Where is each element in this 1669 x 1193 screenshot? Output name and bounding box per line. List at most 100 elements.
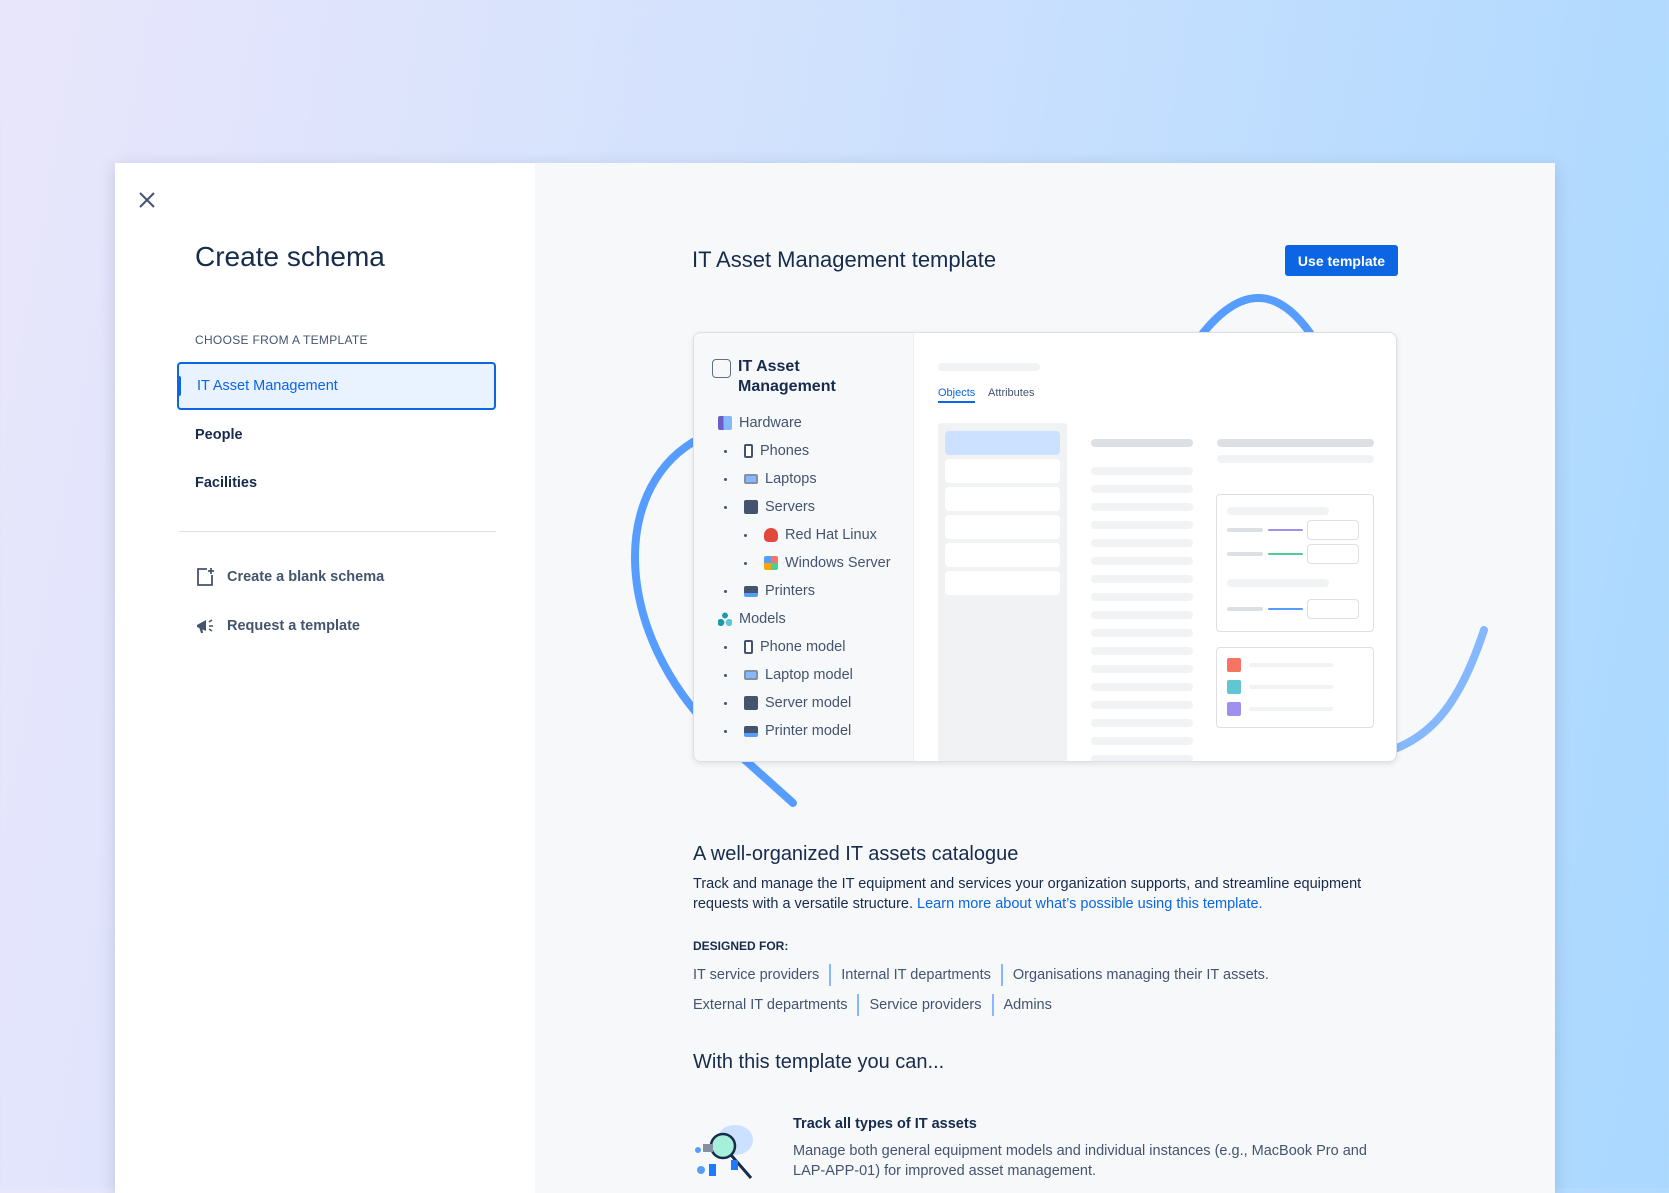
object-list-item [945, 515, 1060, 539]
tree-item-label: Servers [765, 499, 815, 515]
tree-item[interactable]: Printer model [724, 721, 851, 741]
placeholder-row [1091, 611, 1193, 619]
magnifier-assets-illustration [695, 1125, 753, 1179]
placeholder-row [1091, 575, 1193, 583]
tree-item-label: Laptop model [765, 667, 853, 683]
tree-item[interactable]: Phone model [724, 637, 845, 657]
create-blank-schema-button[interactable]: Create a blank schema [195, 567, 384, 587]
tree-item-label: Phones [760, 443, 810, 459]
bullet [724, 477, 727, 481]
create-blank-schema-label: Create a blank schema [227, 569, 385, 585]
template-facilities[interactable]: Facilities [195, 475, 258, 491]
tree-item-label: Laptops [765, 471, 817, 487]
bullet [744, 533, 747, 537]
color-swatch [1227, 702, 1241, 716]
placeholder-row [1091, 593, 1193, 601]
printer-icon [744, 725, 758, 737]
placeholder-row [1091, 719, 1193, 727]
tree-item[interactable]: Phones [724, 441, 809, 461]
color-swatch [1227, 658, 1241, 672]
tree-item[interactable]: Red Hat Linux [744, 525, 877, 545]
audience-tag: Internal IT departments [829, 964, 1001, 986]
description-text: Track and manage the IT equipment and se… [693, 876, 1362, 912]
template-sidebar: Create schema CHOOSE FROM A TEMPLATE IT … [115, 163, 535, 1193]
schema-icon [712, 359, 731, 378]
request-template-label: Request a template [227, 618, 360, 634]
features-heading: With this template you can... [693, 1051, 945, 1073]
tree-item[interactable]: Laptops [724, 469, 817, 489]
object-list-item [945, 431, 1060, 455]
audience-tag: IT service providers [693, 967, 820, 983]
bullet [724, 505, 727, 509]
windows-icon [764, 556, 778, 570]
bullet [724, 589, 727, 593]
placeholder-row [1091, 629, 1193, 637]
placeholder-bar [1249, 707, 1333, 711]
bullet [724, 449, 727, 453]
tree-item-label: Windows Server [785, 555, 891, 571]
placeholder-row [1091, 701, 1193, 709]
divider [179, 531, 496, 532]
audience-tag: Service providers [857, 994, 991, 1016]
section-heading: A well-organized IT assets catalogue [693, 843, 1019, 865]
tree-item[interactable]: Windows Server [744, 553, 891, 573]
tree-item[interactable]: Server model [724, 693, 851, 713]
laptop-icon [744, 474, 758, 484]
request-template-button[interactable]: Request a template [195, 616, 360, 636]
server-icon [744, 696, 758, 710]
placeholder-row [1091, 683, 1193, 691]
placeholder-bar [1249, 685, 1333, 689]
placeholder-bar [938, 363, 1040, 371]
tree-item[interactable]: Laptop model [724, 665, 853, 685]
placeholder-row [1091, 485, 1193, 493]
tree-item-label: Printer model [765, 723, 852, 739]
learn-more-link[interactable]: Learn more about what’s possible using t… [917, 896, 1263, 912]
template-it-asset-management[interactable]: IT Asset Management [177, 362, 496, 410]
phone-icon [744, 444, 753, 458]
placeholder-row [1091, 521, 1193, 529]
hardware-icon [718, 416, 732, 430]
megaphone-icon [195, 616, 215, 636]
tree-item-label: Phone model [760, 639, 846, 655]
preview-schema-tree: IT Asset Management Hardware Phones Laptop… [694, 333, 914, 761]
server-icon [744, 500, 758, 514]
tree-item-label: Models [739, 611, 786, 627]
template-title: IT Asset Management template [692, 247, 997, 272]
bullet [724, 701, 727, 705]
audience-tag: Admins [991, 994, 1062, 1016]
placeholder-row [1091, 467, 1193, 475]
tree-item[interactable]: Printers [724, 581, 815, 601]
redhat-icon [764, 528, 778, 542]
designed-for-row: External IT departments Service provider… [693, 994, 1062, 1016]
status-box [1216, 647, 1374, 728]
tree-item[interactable]: Hardware [718, 413, 802, 433]
audience-tag: Organisations managing their IT assets. [1000, 964, 1279, 986]
use-template-button[interactable]: Use template [1285, 245, 1398, 276]
create-schema-modal: Create schema CHOOSE FROM A TEMPLATE IT … [115, 163, 1555, 1193]
placeholder-row [1091, 737, 1193, 745]
placeholder-bar [1217, 455, 1374, 463]
references-box [1216, 494, 1374, 632]
object-list-item [945, 571, 1060, 595]
bullet [724, 673, 727, 677]
page-title: Create schema [195, 241, 385, 272]
section-label: CHOOSE FROM A TEMPLATE [195, 333, 368, 347]
placeholder-bar [1217, 439, 1374, 447]
color-swatch [1227, 680, 1241, 694]
tab-objects[interactable]: Objects [938, 387, 976, 403]
tree-item-label: Server model [765, 695, 852, 711]
models-icon [718, 612, 732, 626]
tree-item[interactable]: Servers [724, 497, 815, 517]
tab-attributes[interactable]: Attributes [988, 387, 1035, 399]
template-people[interactable]: People [195, 427, 243, 443]
object-list-item [945, 459, 1060, 483]
tree-item-label: Red Hat Linux [785, 527, 877, 543]
template-description: Track and manage the IT equipment and se… [693, 874, 1393, 914]
placeholder-bar [1249, 663, 1333, 667]
close-icon[interactable] [136, 189, 158, 211]
tree-item-label: Printers [765, 583, 815, 599]
designed-for-row: IT service providers Internal IT departm… [693, 964, 1279, 986]
template-preview: IT Asset Management Hardware Phones Laptop… [693, 332, 1397, 762]
placeholder-row [1091, 647, 1193, 655]
tree-item[interactable]: Models [718, 609, 786, 629]
